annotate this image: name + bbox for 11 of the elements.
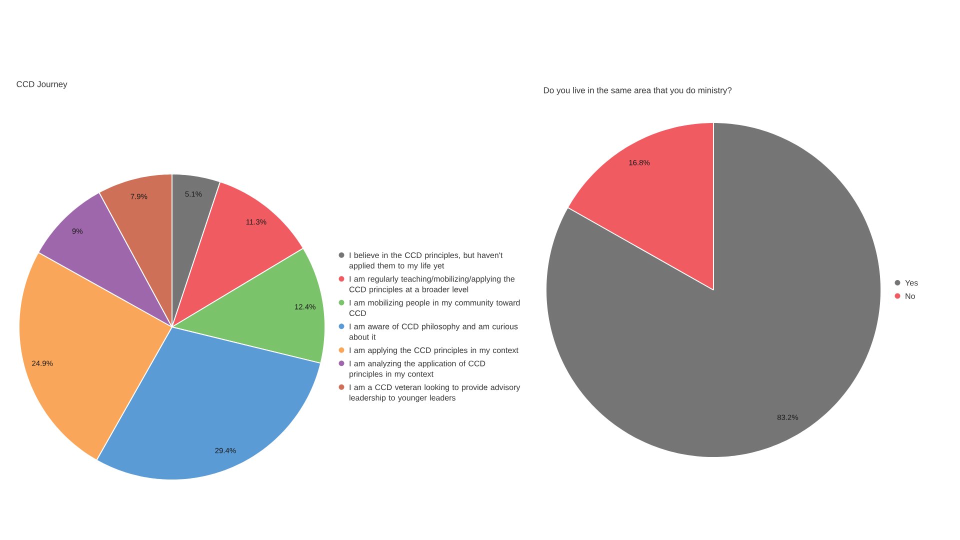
legend-label: I am regularly teaching/mobilizing/applying the CCD principles at a broader level — [349, 276, 515, 294]
legend-label: I believe in the CCD principles, but haven't applied them to my life yet — [349, 252, 503, 270]
legend-label: I am mobilizing people in my community toward CCD — [349, 300, 520, 316]
legend-label: I am a CCD veteran looking to provide advisory leadership to younger leaders — [350, 384, 520, 402]
chart-title: CCD Journey — [16, 81, 68, 89]
legend-label: I am analyzing the application of CCD principles in my context — [350, 360, 486, 378]
legend-label: No — [906, 293, 915, 299]
legend-label: Yes — [905, 280, 918, 286]
chart-title: Do you live in the same area that you do ministry? — [544, 87, 732, 95]
legend-label: I am aware of CCD philosophy and am curious about it — [349, 323, 518, 340]
legend-label: I am applying the CCD principles in my context — [350, 347, 518, 355]
